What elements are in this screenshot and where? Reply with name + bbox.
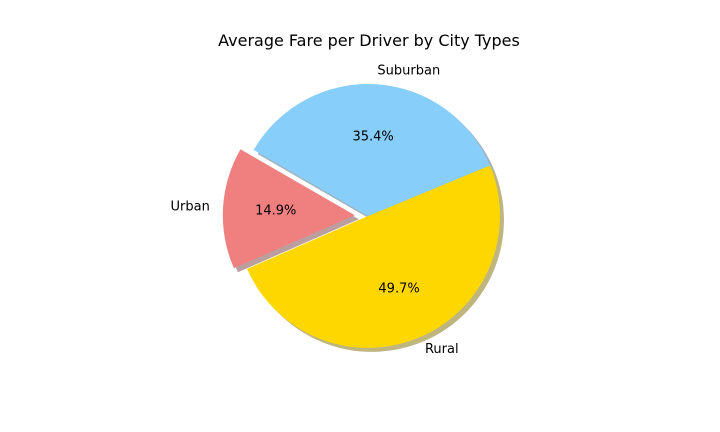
- slice-percent-suburban: 35.4%: [352, 129, 393, 144]
- slice-percent-urban: 14.9%: [255, 203, 296, 218]
- pie-slice-suburban: [253, 83, 490, 217]
- pie-slice-rural: [247, 165, 500, 348]
- pie-slice-urban: [222, 149, 355, 269]
- slice-layer: [222, 83, 500, 348]
- slice-label-urban: Urban: [171, 200, 210, 215]
- slice-percent-rural: 49.7%: [378, 281, 419, 296]
- slice-label-rural: Rural: [425, 342, 459, 357]
- slice-label-suburban: Suburban: [377, 64, 440, 79]
- chart-title: Average Fare per Driver by City Types: [218, 31, 520, 50]
- label-layer: Urban 14.9% Rural 49.7% Suburban 35.4%: [171, 64, 459, 357]
